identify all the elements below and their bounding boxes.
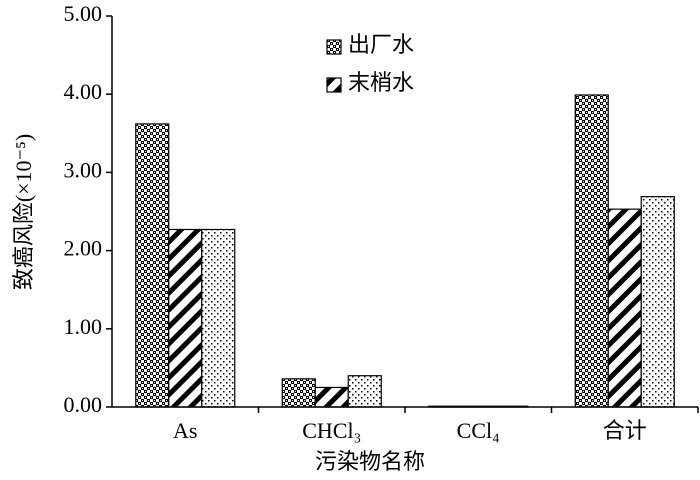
bar — [314, 386, 349, 408]
legend-label: 出厂水 — [348, 32, 414, 57]
y-tick-label: 2.00 — [64, 236, 103, 261]
x-tick-label: CCl₄ — [457, 418, 500, 443]
bar — [135, 123, 170, 408]
bar — [168, 228, 203, 408]
y-tick-label: 4.00 — [64, 79, 103, 104]
bar — [281, 378, 316, 408]
y-axis-label: 致癌风险(×10⁻⁵) — [11, 134, 36, 290]
legend-label: 末梢水 — [348, 70, 414, 95]
legend-swatch — [326, 39, 342, 55]
bar — [640, 196, 675, 408]
y-tick-label: 1.00 — [64, 314, 103, 339]
x-tick-label: As — [173, 418, 197, 443]
y-tick-label: 3.00 — [64, 157, 103, 182]
x-tick-label: CHCl₃ — [302, 418, 361, 443]
bar — [347, 375, 382, 408]
legend-swatch — [326, 77, 342, 93]
x-tick-label: 合计 — [603, 418, 647, 443]
bar — [201, 228, 236, 408]
y-tick-label: 0.00 — [64, 392, 103, 417]
bar — [574, 94, 609, 408]
x-axis-label: 污染物名称 — [315, 449, 425, 474]
y-tick-label: 5.00 — [64, 1, 103, 26]
bar — [607, 208, 642, 408]
